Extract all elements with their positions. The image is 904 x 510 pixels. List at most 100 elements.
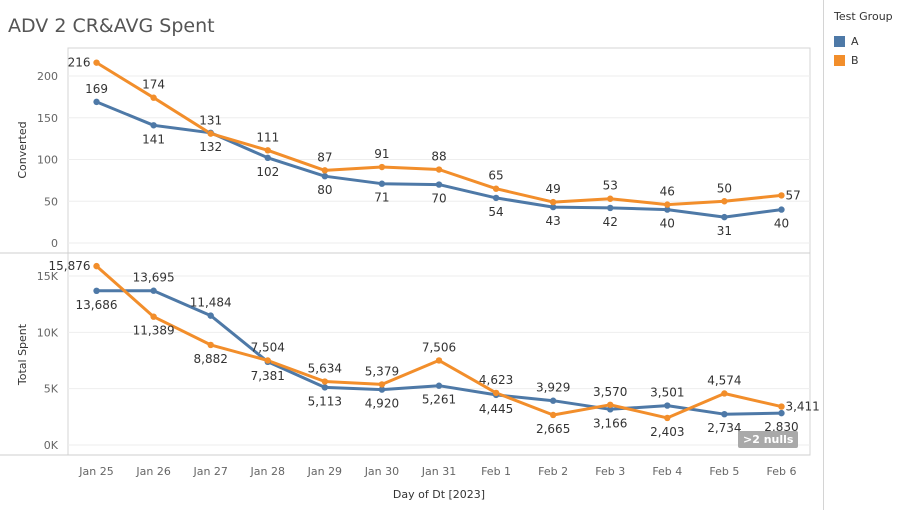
x-tick-label: Jan 25 [78,465,113,478]
nulls-indicator-badge[interactable]: >2 nulls [738,431,799,448]
data-point [207,341,214,349]
data-label: 2,403 [650,425,684,439]
data-point [778,409,785,417]
data-point [264,154,271,162]
data-point [207,130,214,137]
x-tick-label: Jan 26 [135,465,170,478]
x-tick-label: Feb 2 [538,465,568,478]
data-point [607,401,614,408]
data-label: 43 [546,214,561,228]
data-label: 5,379 [365,364,399,378]
data-label: 53 [603,179,618,193]
data-point [378,180,386,187]
y-tick-label: 15K [37,270,59,283]
data-point [150,287,157,294]
data-point [378,381,386,388]
x-tick-label: Feb 5 [709,465,739,478]
data-label: 132 [199,140,222,154]
data-label: 216 [68,56,91,70]
y-axis-title: Converted [16,121,29,178]
y-tick-label: 150 [37,112,58,125]
data-point [321,378,329,385]
x-axis-title: Day of Dt [2023] [393,488,485,501]
data-label: 13,695 [133,271,175,285]
data-point [150,122,157,129]
data-point [321,384,329,391]
data-point [492,194,500,202]
data-point [93,287,100,295]
data-label: 91 [374,147,389,161]
data-label: 88 [431,150,446,164]
data-label: 102 [256,165,279,179]
data-point [321,167,329,174]
data-point [549,397,557,404]
data-label: 13,686 [76,298,118,312]
data-point [492,185,500,192]
chart-svg: 0 50 100 150 200 Converted 169 141 132 102 80 71 70 5… [0,47,820,501]
data-label: 87 [317,150,332,164]
data-point [435,357,443,364]
data-label: 7,381 [251,369,285,383]
data-point [378,386,386,393]
x-tick-label: Jan 31 [421,465,456,478]
data-label: 2,665 [536,422,570,436]
data-point [321,173,329,180]
data-label: 65 [488,169,503,183]
data-point [664,201,671,208]
data-point [549,411,557,419]
data-point [264,147,271,154]
data-point [721,390,728,397]
data-point [549,203,557,211]
data-label: 46 [660,185,675,199]
data-label: 5,113 [308,394,342,408]
data-label: 57 [785,188,800,202]
data-label: 5,261 [422,393,456,407]
data-point [207,312,214,319]
y-tick-label: 0 [51,237,58,250]
data-label: 4,574 [707,373,741,387]
data-label: 3,501 [650,386,684,400]
data-label: 5,634 [308,362,342,376]
data-label: 4,623 [479,373,513,387]
data-label: 3,570 [593,385,627,399]
data-point [778,192,785,199]
legend-panel: Test Group A B [823,0,904,510]
data-point [778,206,785,213]
data-label: 31 [717,224,732,238]
data-point [93,59,100,66]
data-label: 8,882 [194,352,228,366]
data-point [264,357,271,364]
data-label: 4,445 [479,402,513,416]
data-label: 7,504 [251,340,285,354]
x-tick-label: Feb 4 [652,465,682,478]
data-label: 4,920 [365,397,399,411]
data-point [664,402,671,409]
data-label: 2,734 [707,421,741,435]
data-point [435,166,443,173]
data-point [549,198,557,206]
data-label: 71 [374,191,389,205]
data-label: 15,876 [49,259,91,273]
data-point [93,98,100,106]
data-label: 3,929 [536,381,570,395]
data-point [607,204,614,212]
legend-swatch-a [834,36,845,47]
x-tick-label: Feb 1 [481,465,511,478]
data-point [93,262,100,270]
y-tick-label: 200 [37,70,58,83]
data-point [492,389,500,397]
data-label: 49 [546,182,561,196]
data-point [664,206,671,213]
legend-label-a: A [851,35,859,48]
legend-label-b: B [851,54,859,67]
data-label: 169 [85,82,108,96]
data-label: 80 [317,183,332,197]
data-label: 174 [142,78,165,92]
x-tick-label: Jan 30 [364,465,399,478]
data-label: 40 [774,217,789,231]
data-label: 141 [142,132,165,146]
data-label: 70 [431,192,446,206]
y-tick-label: 5K [44,383,59,396]
data-point [150,94,157,101]
data-label: 11,389 [133,324,175,338]
